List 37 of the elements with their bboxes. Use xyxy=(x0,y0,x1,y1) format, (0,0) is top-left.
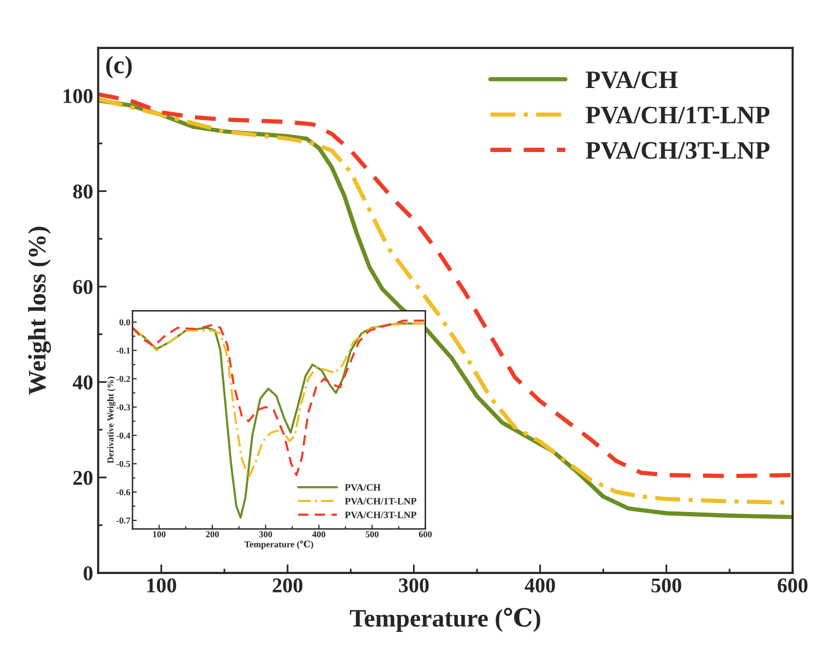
y-axis-title: Derivative Weight (%) xyxy=(107,376,116,464)
x-tick-label: 400 xyxy=(524,578,555,592)
legend-label: PVA/CH/3T-LNP xyxy=(586,142,770,159)
y-tick-label: 40 xyxy=(72,375,93,390)
x-tick-label: 500 xyxy=(366,531,379,538)
y-tick-label: -0.4 xyxy=(116,432,130,439)
x-tick-label: 200 xyxy=(272,578,302,592)
x-tick-label: 500 xyxy=(652,578,682,592)
x-tick-label: 400 xyxy=(312,531,326,538)
y-tick-label: -0.3 xyxy=(116,404,130,410)
legend-label: PVA/CH/3T-LNP xyxy=(344,512,416,518)
x-axis-title: Temperature (℃) xyxy=(244,540,314,550)
x-tick-label: 300 xyxy=(398,578,429,592)
legend-label: PVA/CH/1T-LNP xyxy=(344,498,416,504)
y-axis-title: Weight loss (%) xyxy=(28,226,51,395)
x-axis-title: Temperature (℃) xyxy=(350,608,540,632)
x-tick-label: 100 xyxy=(147,578,176,592)
y-tick-label: 20 xyxy=(73,470,93,485)
y-tick-label: -0.1 xyxy=(116,348,130,354)
annotation: (c) xyxy=(106,56,132,79)
x-tick-label: 600 xyxy=(418,531,432,538)
y-tick-label: -0.2 xyxy=(116,376,130,382)
y-tick-label: -0.5 xyxy=(116,460,130,467)
y-tick-label: 100 xyxy=(64,89,93,104)
x-tick-label: 600 xyxy=(778,578,808,592)
x-tick-label: 100 xyxy=(153,531,166,538)
y-tick-label: 0.0 xyxy=(119,319,130,326)
x-tick-label: 300 xyxy=(259,531,272,538)
y-tick-label: 60 xyxy=(73,280,93,294)
y-tick-label: 0 xyxy=(84,566,93,580)
x-tick-label: 200 xyxy=(206,531,219,538)
legend-label: PVA/CH/1T-LNP xyxy=(586,106,770,124)
y-tick-label: -0.6 xyxy=(116,489,130,496)
y-tick-label: 80 xyxy=(73,184,93,199)
legend-label: PVA/CH xyxy=(586,71,678,88)
y-tick-label: -0.7 xyxy=(116,518,130,524)
legend-label: PVA/CH xyxy=(344,484,381,491)
